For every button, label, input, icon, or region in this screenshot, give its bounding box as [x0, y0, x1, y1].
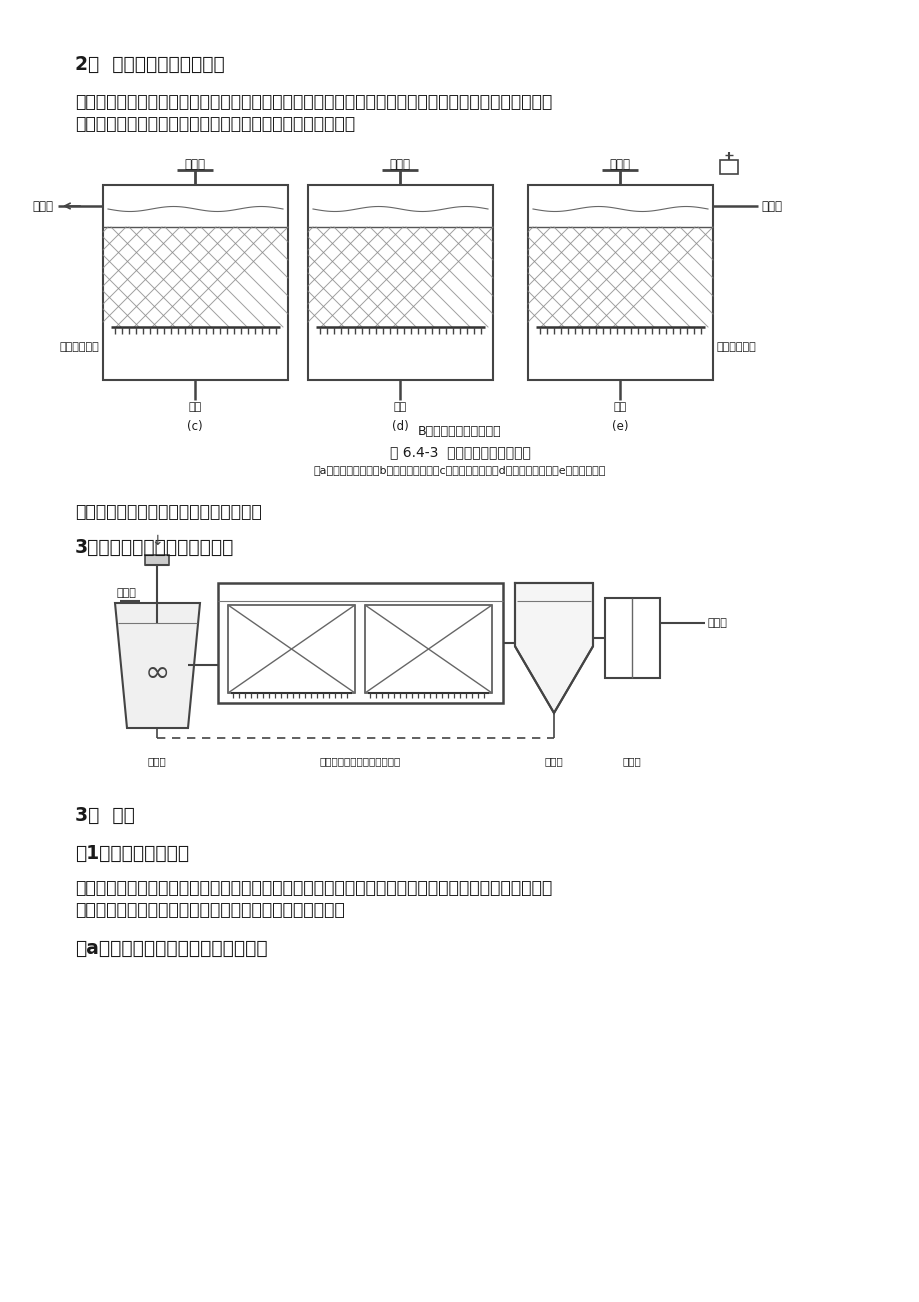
- Text: 处理水: 处理水: [32, 199, 53, 212]
- Text: (d): (d): [391, 421, 408, 434]
- Text: B直流式接触氧化反应器: B直流式接触氧化反应器: [418, 424, 501, 437]
- Text: ↓: ↓: [151, 534, 163, 548]
- Text: 3）接触氧化的一体化工艺系统: 3）接触氧化的一体化工艺系统: [75, 538, 234, 557]
- Text: 图 6.4-3  接触氧化反应器的类型: 图 6.4-3 接触氧化反应器的类型: [389, 445, 530, 460]
- Bar: [605, 598, 659, 678]
- Text: 原污水: 原污水: [117, 589, 137, 598]
- Text: 空气扩散装置: 空气扩散装置: [716, 342, 756, 352]
- Text: 原废水: 原废水: [185, 158, 205, 171]
- Polygon shape: [515, 583, 593, 713]
- Text: 排泥: 排泥: [393, 402, 406, 411]
- Text: 又称全面曝气式接触氧化反应器，在装置和填料底部均匀地配设空气扩散装置，空气接进入填料区与生物: 又称全面曝气式接触氧化反应器，在装置和填料底部均匀地配设空气扩散装置，空气接进入…: [75, 92, 551, 111]
- Text: 调节池: 调节池: [147, 756, 166, 766]
- Text: 沉淀池: 沉淀池: [544, 756, 562, 766]
- Bar: [103, 185, 288, 380]
- Bar: [228, 605, 355, 693]
- Text: 空气扩散装置: 空气扩散装置: [59, 342, 99, 352]
- Text: (c): (c): [187, 421, 202, 434]
- Text: （1）有关填料的论述: （1）有关填料的论述: [75, 844, 189, 863]
- Text: （a）中心曝气式；（b）一侧曝气式；（c）全面曝气式；（d）分别曝气式；（e）旋转曝气式: （a）中心曝气式；（b）一侧曝气式；（c）全面曝气式；（d）分别曝气式；（e）旋…: [313, 465, 606, 475]
- Text: 接触池: 接触池: [622, 756, 641, 766]
- Bar: [308, 185, 493, 380]
- Text: 膜接触，并对其冲刷，生物膜更新频率高，活性强并且稳定。: 膜接触，并对其冲刷，生物膜更新频率高，活性强并且稳定。: [75, 115, 355, 133]
- Text: (e): (e): [611, 421, 628, 434]
- Text: 料在各方面有着一定的要求，归纳起来，主要有以下各项。: 料在各方面有着一定的要求，归纳起来，主要有以下各项。: [75, 901, 345, 919]
- Text: 排泥: 排泥: [188, 402, 201, 411]
- Text: 处理水: 处理水: [760, 199, 781, 212]
- Bar: [720, 160, 737, 174]
- Text: ∞: ∞: [144, 659, 169, 687]
- Text: 原废水: 原废水: [608, 158, 630, 171]
- Text: （a）必须具有良好的生物膜固着性能: （a）必须具有良好的生物膜固着性能: [75, 939, 267, 958]
- Text: 原废水: 原废水: [389, 158, 410, 171]
- Text: 我国一般多采用直流式接触氧化反应器。: 我国一般多采用直流式接触氧化反应器。: [75, 503, 262, 521]
- Text: 3．  填料: 3． 填料: [75, 806, 135, 825]
- Bar: [365, 605, 492, 693]
- Bar: [528, 185, 712, 380]
- Text: 处理水: 处理水: [708, 618, 727, 628]
- Text: 填料是生物膜的载体，是接触氧化处理工艺的核心部位，直接影响接触氧化工艺的净化功能，因此，对填: 填料是生物膜的载体，是接触氧化处理工艺的核心部位，直接影响接触氧化工艺的净化功能…: [75, 879, 551, 897]
- Text: 水解酸化－一段接触氧化装置: 水解酸化－一段接触氧化装置: [319, 756, 400, 766]
- Bar: [218, 583, 503, 703]
- Text: 2）  直流式接触氧化反应器: 2） 直流式接触氧化反应器: [75, 55, 224, 74]
- Text: 排泥: 排泥: [613, 402, 626, 411]
- Polygon shape: [115, 603, 199, 728]
- Bar: [145, 555, 169, 565]
